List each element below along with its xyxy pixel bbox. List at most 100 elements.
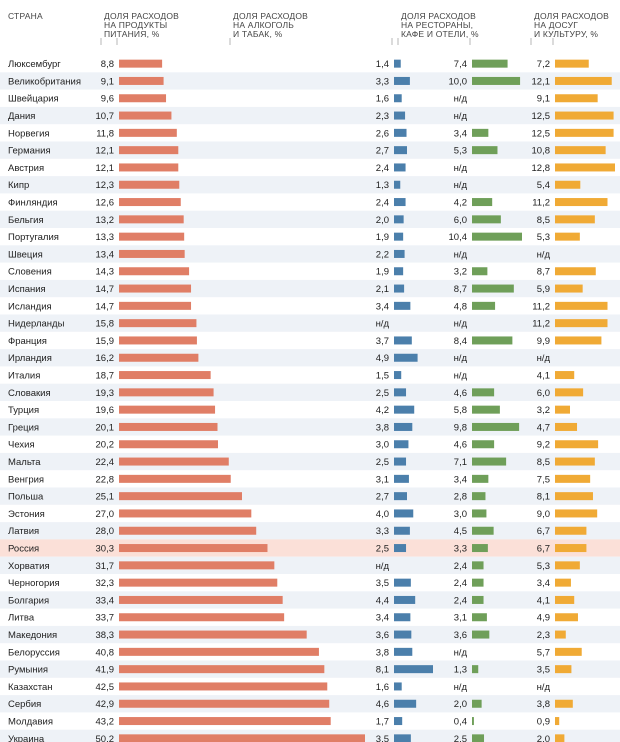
restaurants-value-label: 2,8 [454,492,467,503]
food-bar [119,405,216,414]
food-bar [119,578,278,587]
alcohol-value-label: 2,4 [376,163,389,174]
alcohol-bar [394,665,433,674]
restaurants-bar [472,699,482,708]
country-label: Италия [8,370,40,381]
alcohol-value-label: 3,4 [376,613,389,624]
restaurants-bar [472,232,522,241]
restaurants-bar [472,422,520,431]
restaurants-value-label: 8,7 [454,284,467,295]
country-label: Македония [8,630,57,641]
restaurants-bar [472,267,488,276]
country-label: Румыния [8,665,48,676]
table-row: Словакия 19,3 2,5 4,6 6,0 [0,383,620,401]
restaurants-value-label: 9,8 [454,422,467,433]
food-value-label: 31,7 [96,561,115,572]
culture-bar [555,232,580,241]
food-bar [119,647,319,656]
restaurants-bar [472,198,493,207]
food-value-label: 10,7 [96,111,115,122]
alcohol-value-label: 2,0 [376,215,389,226]
culture-bar [555,440,599,449]
country-label: Австрия [8,163,44,174]
culture-value-label: 5,7 [537,647,550,658]
culture-value-label: 8,5 [537,215,550,226]
alcohol-value-label: 2,1 [376,284,389,295]
restaurants-value-label: 4,5 [454,526,467,537]
food-value-label: 12,3 [96,180,115,191]
row-stripe [0,141,620,159]
row-stripe [0,349,620,367]
food-value-label: 11,8 [96,128,114,139]
food-bar [119,301,192,310]
restaurants-value-label: 3,2 [454,267,467,278]
country-label: Бельгия [8,215,44,226]
food-value-label: 32,3 [96,578,115,589]
restaurants-bar [472,492,486,501]
country-label: Словения [8,267,52,278]
food-value-label: 42,9 [96,699,115,710]
row-stripe [0,383,620,401]
alcohol-value-label: 3,0 [376,440,389,451]
food-bar [119,128,177,137]
culture-bar [555,198,608,207]
restaurants-bar [472,595,484,604]
culture-bar [555,526,587,535]
alcohol-bar [394,613,411,622]
food-bar [119,249,185,258]
table-row: Греция 20,1 3,8 9,8 4,7 [0,418,620,436]
country-label: Испания [8,284,46,295]
country-label: Франция [8,336,47,347]
restaurants-value-label: 3,3 [454,543,467,554]
alcohol-value-label: 2,5 [376,388,389,399]
row-stripe [0,176,620,194]
culture-value-label: 11,2 [532,301,550,312]
culture-bar [555,405,570,414]
food-value-label: 9,1 [101,76,114,87]
country-label: Чехия [8,440,35,451]
culture-value-label: 5,9 [537,284,550,295]
culture-bar [555,388,584,397]
restaurants-value-label: н/д [454,319,468,330]
alcohol-bar [394,249,405,258]
country-label: Сербия [8,699,41,710]
culture-bar [555,595,575,604]
food-bar [119,59,163,68]
table-row: Сербия 42,9 4,6 2,0 3,8 [0,695,620,713]
culture-value-label: 0,9 [537,716,550,727]
alcohol-bar [394,509,414,518]
country-label: Казахстан [8,682,53,693]
culture-bar [555,336,602,345]
alcohol-value-label: 2,3 [376,111,389,122]
table-row: Хорватия 31,7 н/д 2,4 5,3 [0,556,620,574]
alcohol-value-label: 4,2 [376,405,389,416]
alcohol-bar [394,440,409,449]
food-bar [119,180,180,189]
table-row: Люксембург 8,8 1,4 7,4 7,2 [8,59,589,70]
restaurants-value-label: н/д [454,370,468,381]
food-bar [119,630,307,639]
row-stripe [0,522,620,540]
food-value-label: 14,7 [96,284,115,295]
culture-value-label: 4,1 [537,595,550,606]
restaurants-bar [472,301,496,310]
country-label: Греция [8,422,39,433]
table-row: Ирландия 16,2 4,9 н/д н/д [0,349,620,367]
culture-bar [555,457,595,466]
food-value-label: 18,7 [96,370,115,381]
culture-value-label: 12,5 [532,128,551,139]
alcohol-value-label: 1,4 [376,59,389,70]
table-row: Германия 12,1 2,7 5,3 10,8 [0,141,620,159]
culture-bar [555,422,578,431]
restaurants-value-label: 3,0 [454,509,467,520]
table-row: Молдавия 43,2 1,7 0,4 0,9 [8,716,560,727]
restaurants-value-label: 1,3 [454,665,467,676]
table-row: Румыния 41,9 8,1 1,3 3,5 [0,660,620,678]
alcohol-value-label: 3,5 [376,734,389,742]
table-row: Казахстан 42,5 1,6 н/д н/д [8,682,550,693]
culture-bar [555,647,582,656]
food-value-label: 40,8 [96,647,115,658]
alcohol-value-label: 2,7 [376,146,389,157]
table-row: Швеция 13,4 2,2 н/д н/д [0,245,620,263]
